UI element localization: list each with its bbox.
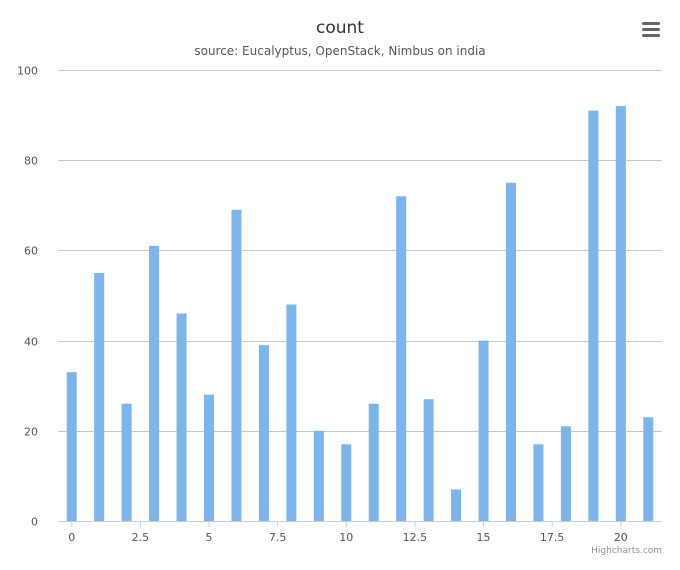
bar[interactable] <box>615 106 626 521</box>
y-tick-label: 100 <box>17 65 38 78</box>
x-tick-label: 0 <box>68 531 75 544</box>
chart-menu-button[interactable] <box>636 15 666 43</box>
x-tick-label: 15 <box>477 531 491 544</box>
bar[interactable] <box>258 345 269 521</box>
y-axis-labels: 0 20 40 60 80 100 <box>17 65 38 529</box>
bar[interactable] <box>66 372 77 521</box>
bar[interactable] <box>423 399 434 521</box>
bar[interactable] <box>121 403 132 521</box>
bar[interactable] <box>176 313 187 521</box>
bar[interactable] <box>149 245 160 521</box>
x-tick-label: 7.5 <box>269 531 287 544</box>
credits-link[interactable]: Highcharts.com <box>591 546 662 556</box>
bar[interactable] <box>396 196 407 521</box>
x-tick-label: 20 <box>614 531 628 544</box>
hamburger-menu-icon <box>642 22 660 37</box>
x-tick-label: 2.5 <box>132 531 150 544</box>
bar[interactable] <box>451 489 462 521</box>
x-axis: 0 2.5 5 7.5 10 12.5 15 17.5 20 <box>58 521 662 544</box>
bar[interactable] <box>533 444 544 521</box>
bar[interactable] <box>478 340 489 521</box>
bar[interactable] <box>313 430 324 521</box>
chart-title: count <box>316 18 364 38</box>
x-tick-label: 5 <box>206 531 213 544</box>
y-tick-label: 40 <box>24 336 38 349</box>
bar-series <box>66 106 654 521</box>
bar[interactable] <box>286 304 297 521</box>
y-tick-label: 0 <box>31 516 38 529</box>
bar[interactable] <box>506 182 516 521</box>
bar[interactable] <box>368 403 379 521</box>
x-tick-label: 10 <box>339 531 353 544</box>
bar[interactable] <box>643 417 654 521</box>
y-tick-label: 20 <box>24 426 38 439</box>
y-tick-label: 60 <box>24 245 38 258</box>
bar[interactable] <box>341 444 352 521</box>
chart-subtitle: source: Eucalyptus, OpenStack, Nimbus on… <box>194 44 485 58</box>
bar[interactable] <box>231 209 242 521</box>
x-tick-label: 12.5 <box>403 531 428 544</box>
y-tick-label: 80 <box>24 155 38 168</box>
bar[interactable] <box>560 426 571 521</box>
x-tick-label: 17.5 <box>540 531 565 544</box>
bar[interactable] <box>94 272 105 521</box>
bar[interactable] <box>204 394 214 521</box>
bar[interactable] <box>588 110 599 521</box>
